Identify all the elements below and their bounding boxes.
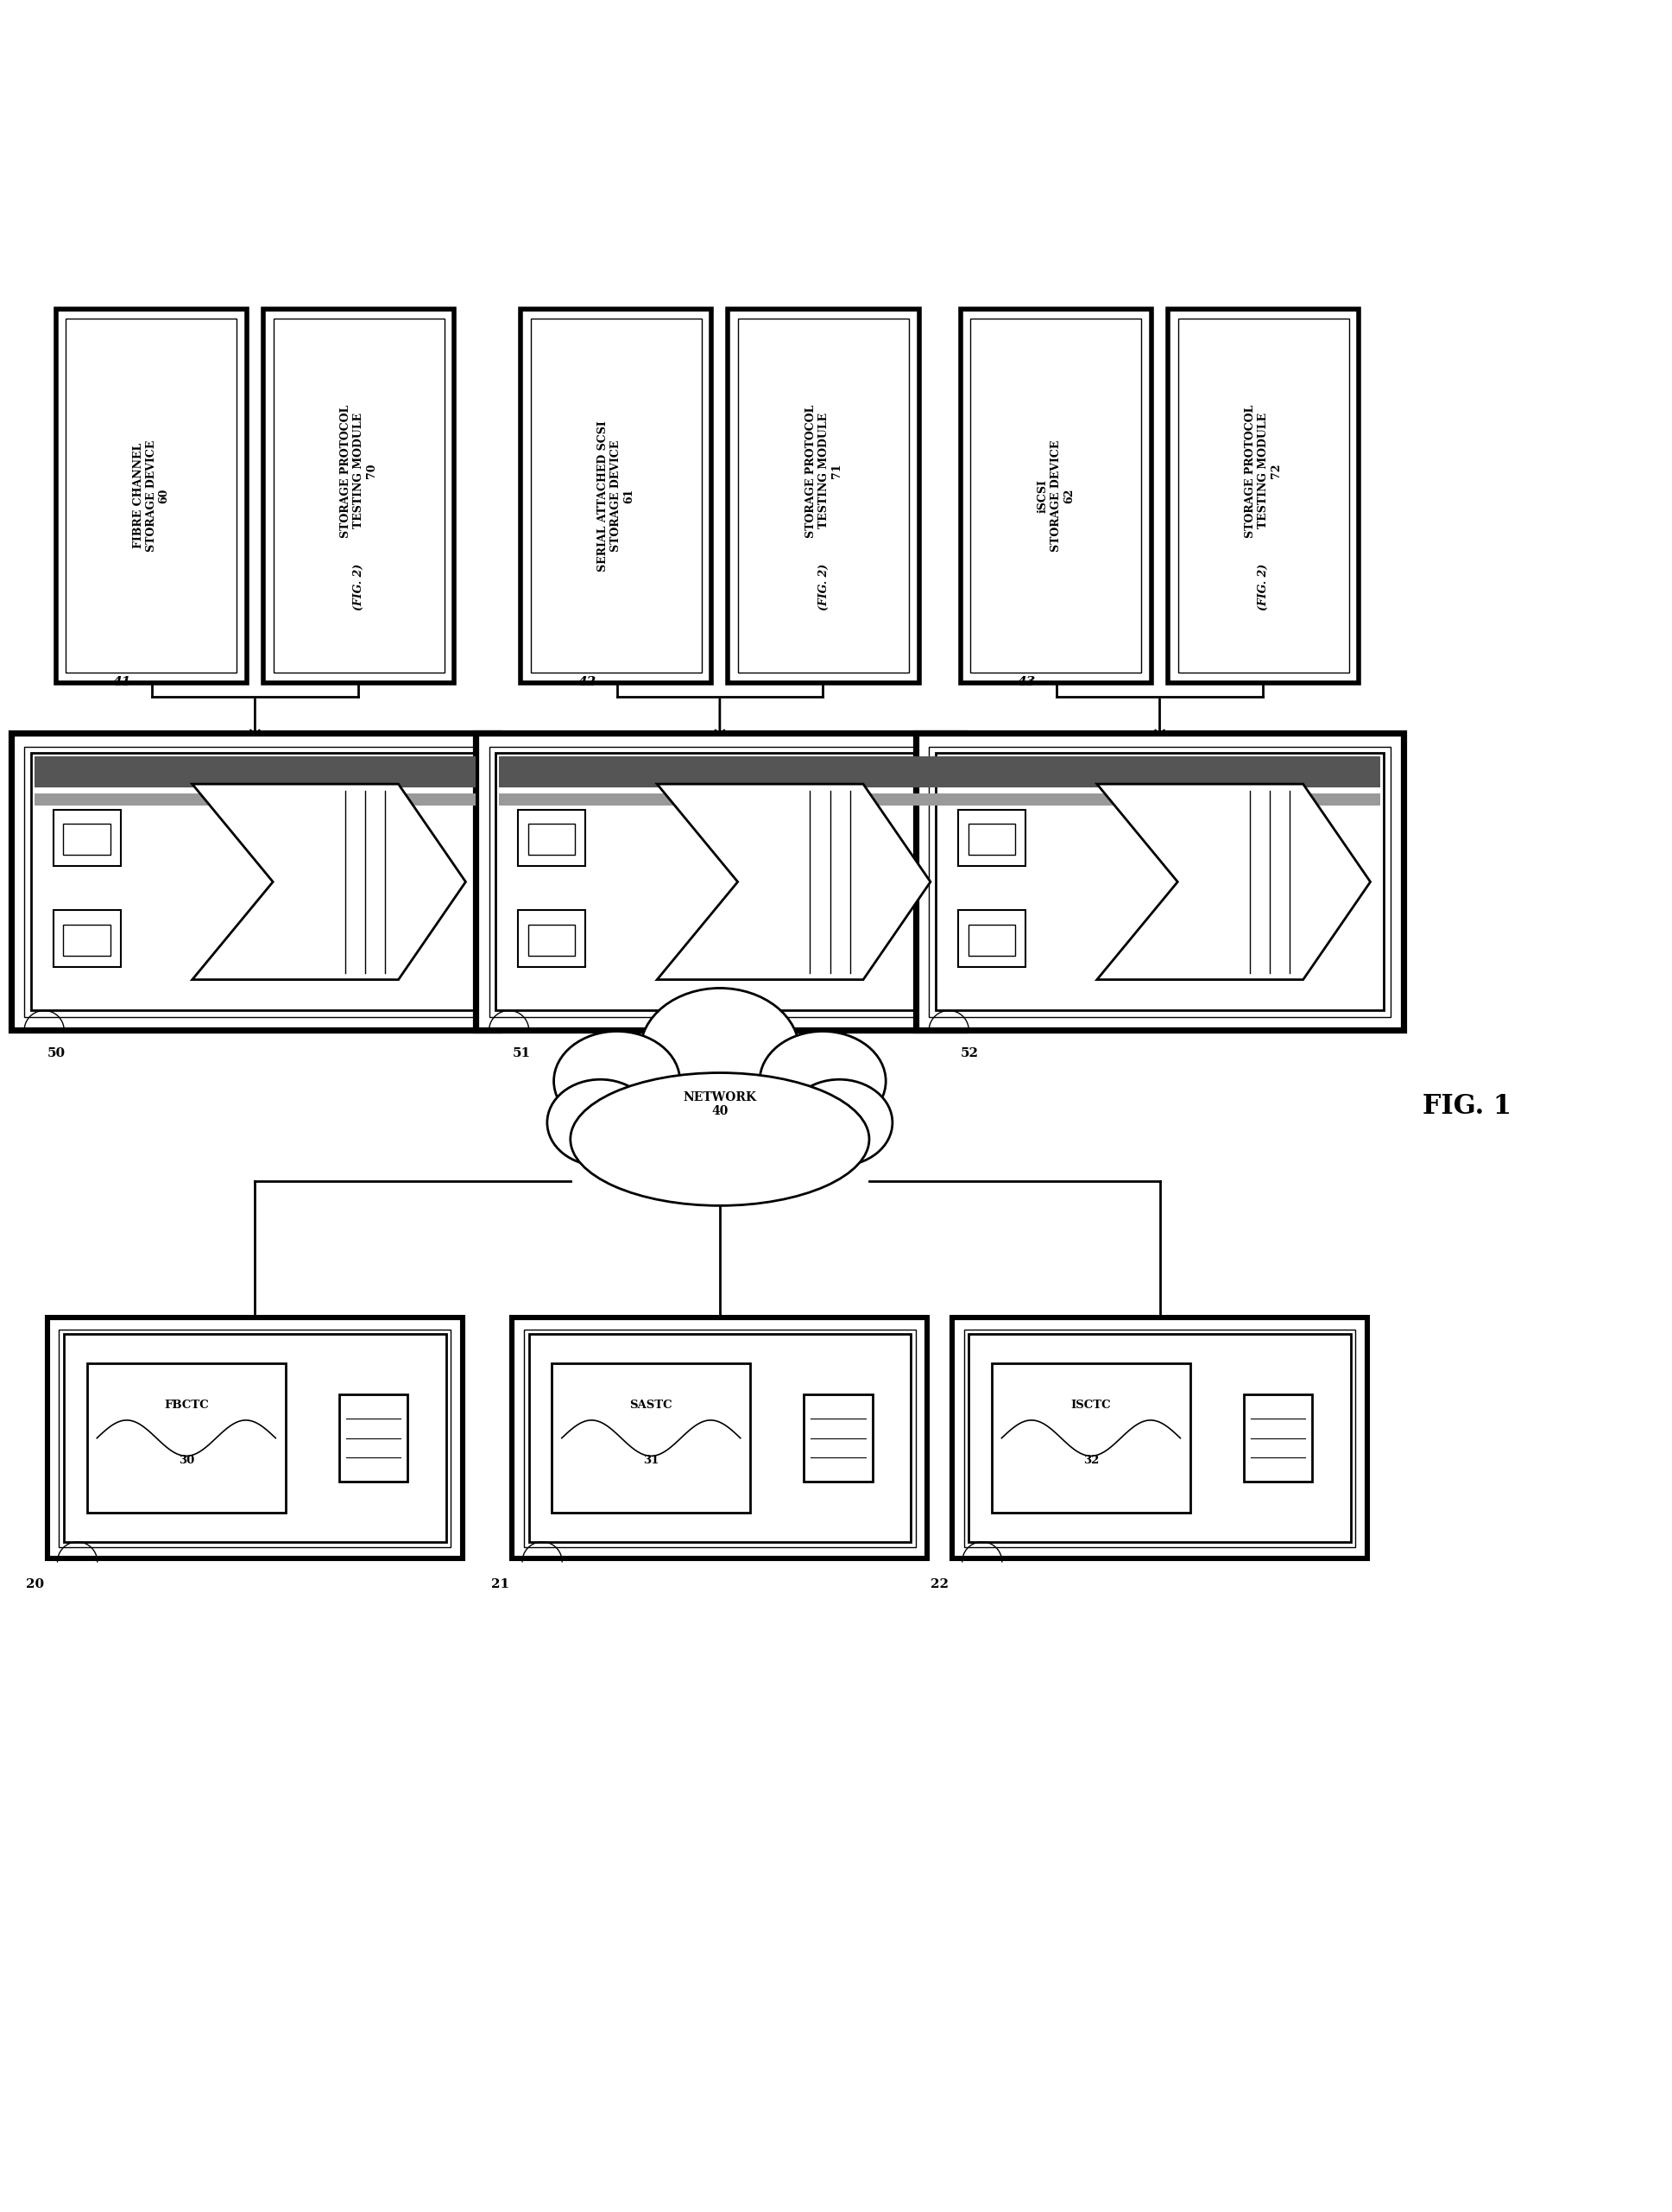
Text: ISCTC: ISCTC — [1070, 1400, 1112, 1411]
Bar — [12, 732, 498, 1031]
Bar — [991, 1363, 1190, 1513]
Bar — [512, 1318, 928, 1559]
Text: 50: 50 — [47, 1046, 65, 1060]
Bar — [960, 310, 1152, 684]
Bar — [530, 319, 702, 672]
Bar — [552, 1363, 751, 1513]
Bar — [33, 757, 477, 787]
Ellipse shape — [786, 1079, 893, 1166]
Bar — [498, 794, 941, 805]
Ellipse shape — [759, 1031, 886, 1130]
Text: STORAGE PROTOCOL
TESTING MODULE
72: STORAGE PROTOCOL TESTING MODULE 72 — [1246, 405, 1282, 538]
Bar — [930, 745, 1391, 1018]
Text: 43: 43 — [1018, 677, 1037, 688]
Bar — [528, 823, 575, 856]
Text: SASTC: SASTC — [630, 1400, 672, 1411]
Bar — [64, 823, 110, 856]
Bar — [55, 310, 247, 684]
Bar — [495, 752, 945, 1011]
Bar — [64, 925, 110, 956]
Text: SERIAL ATTACHED SCSI
STORAGE DEVICE
61: SERIAL ATTACHED SCSI STORAGE DEVICE 61 — [597, 420, 635, 571]
Text: 32: 32 — [1083, 1455, 1099, 1467]
Text: 22: 22 — [931, 1579, 950, 1590]
Text: 42: 42 — [579, 677, 597, 688]
Text: STORAGE PROTOCOL
TESTING MODULE
70: STORAGE PROTOCOL TESTING MODULE 70 — [339, 405, 378, 538]
Ellipse shape — [570, 1073, 869, 1206]
Text: (FIG. 2): (FIG. 2) — [818, 564, 829, 611]
Bar — [30, 752, 480, 1011]
Text: FBCTC: FBCTC — [164, 1400, 209, 1411]
Text: FIBRE CHANNEL
STORAGE DEVICE
60: FIBRE CHANNEL STORAGE DEVICE 60 — [132, 440, 171, 551]
Text: 30: 30 — [179, 1455, 194, 1467]
Bar — [916, 732, 1404, 1031]
Text: FIG. 1: FIG. 1 — [1423, 1093, 1511, 1119]
Bar — [1244, 1394, 1313, 1482]
Bar — [1169, 310, 1359, 684]
Bar — [64, 1334, 446, 1542]
Bar — [263, 310, 455, 684]
Bar — [940, 794, 1381, 805]
Text: iSCSI
STORAGE DEVICE
62: iSCSI STORAGE DEVICE 62 — [1037, 440, 1075, 551]
Bar — [87, 1363, 286, 1513]
Bar — [488, 745, 951, 1018]
Bar — [528, 1334, 911, 1542]
Bar — [33, 794, 477, 805]
Bar — [59, 1329, 451, 1546]
Bar — [25, 745, 487, 1018]
Ellipse shape — [547, 1079, 654, 1166]
Bar — [727, 310, 920, 684]
Polygon shape — [192, 783, 465, 980]
Bar — [273, 319, 445, 672]
Bar — [737, 319, 910, 672]
Bar — [47, 1318, 463, 1559]
Text: 21: 21 — [492, 1579, 508, 1590]
Bar — [54, 909, 120, 967]
Bar — [339, 1394, 408, 1482]
Bar — [520, 310, 712, 684]
Bar — [936, 752, 1384, 1011]
Bar — [518, 909, 585, 967]
Bar — [963, 1329, 1356, 1546]
Bar — [498, 757, 941, 787]
Polygon shape — [657, 783, 930, 980]
Text: (FIG. 2): (FIG. 2) — [1257, 564, 1269, 611]
Bar — [804, 1394, 873, 1482]
Text: 51: 51 — [512, 1046, 530, 1060]
Bar — [477, 732, 963, 1031]
Ellipse shape — [640, 989, 799, 1115]
Text: 31: 31 — [644, 1455, 659, 1467]
Bar — [968, 823, 1015, 856]
Text: 20: 20 — [27, 1579, 43, 1590]
Bar — [518, 810, 585, 867]
Bar — [968, 1334, 1351, 1542]
Text: 52: 52 — [960, 1046, 978, 1060]
Text: NETWORK
40: NETWORK 40 — [684, 1091, 756, 1117]
Text: 41: 41 — [114, 677, 132, 688]
Bar — [65, 319, 237, 672]
Ellipse shape — [553, 1031, 681, 1130]
Bar — [958, 909, 1025, 967]
Bar — [523, 1329, 916, 1546]
Bar — [940, 757, 1381, 787]
Bar — [1179, 319, 1349, 672]
Text: STORAGE PROTOCOL
TESTING MODULE
71: STORAGE PROTOCOL TESTING MODULE 71 — [804, 405, 843, 538]
Bar — [528, 925, 575, 956]
Bar — [968, 925, 1015, 956]
Bar — [54, 810, 120, 867]
Polygon shape — [1097, 783, 1371, 980]
Bar — [970, 319, 1142, 672]
Text: (FIG. 2): (FIG. 2) — [353, 564, 364, 611]
Bar — [951, 1318, 1368, 1559]
Bar — [958, 810, 1025, 867]
